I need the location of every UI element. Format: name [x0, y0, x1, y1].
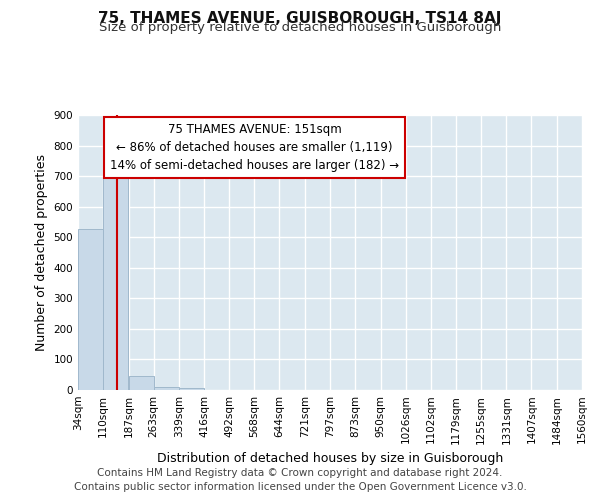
Bar: [154, 387, 179, 390]
Bar: [103, 168, 128, 390]
Text: Contains HM Land Registry data © Crown copyright and database right 2024.
Contai: Contains HM Land Registry data © Crown c…: [74, 468, 526, 492]
Bar: [78, 228, 103, 390]
Bar: [179, 388, 204, 390]
Text: 75, THAMES AVENUE, GUISBOROUGH, TS14 8AJ: 75, THAMES AVENUE, GUISBOROUGH, TS14 8AJ: [98, 11, 502, 26]
Y-axis label: Number of detached properties: Number of detached properties: [35, 154, 48, 351]
X-axis label: Distribution of detached houses by size in Guisborough: Distribution of detached houses by size …: [157, 452, 503, 465]
Text: 75 THAMES AVENUE: 151sqm
← 86% of detached houses are smaller (1,119)
14% of sem: 75 THAMES AVENUE: 151sqm ← 86% of detach…: [110, 123, 399, 172]
Bar: [128, 376, 154, 390]
Text: Size of property relative to detached houses in Guisborough: Size of property relative to detached ho…: [99, 22, 501, 35]
